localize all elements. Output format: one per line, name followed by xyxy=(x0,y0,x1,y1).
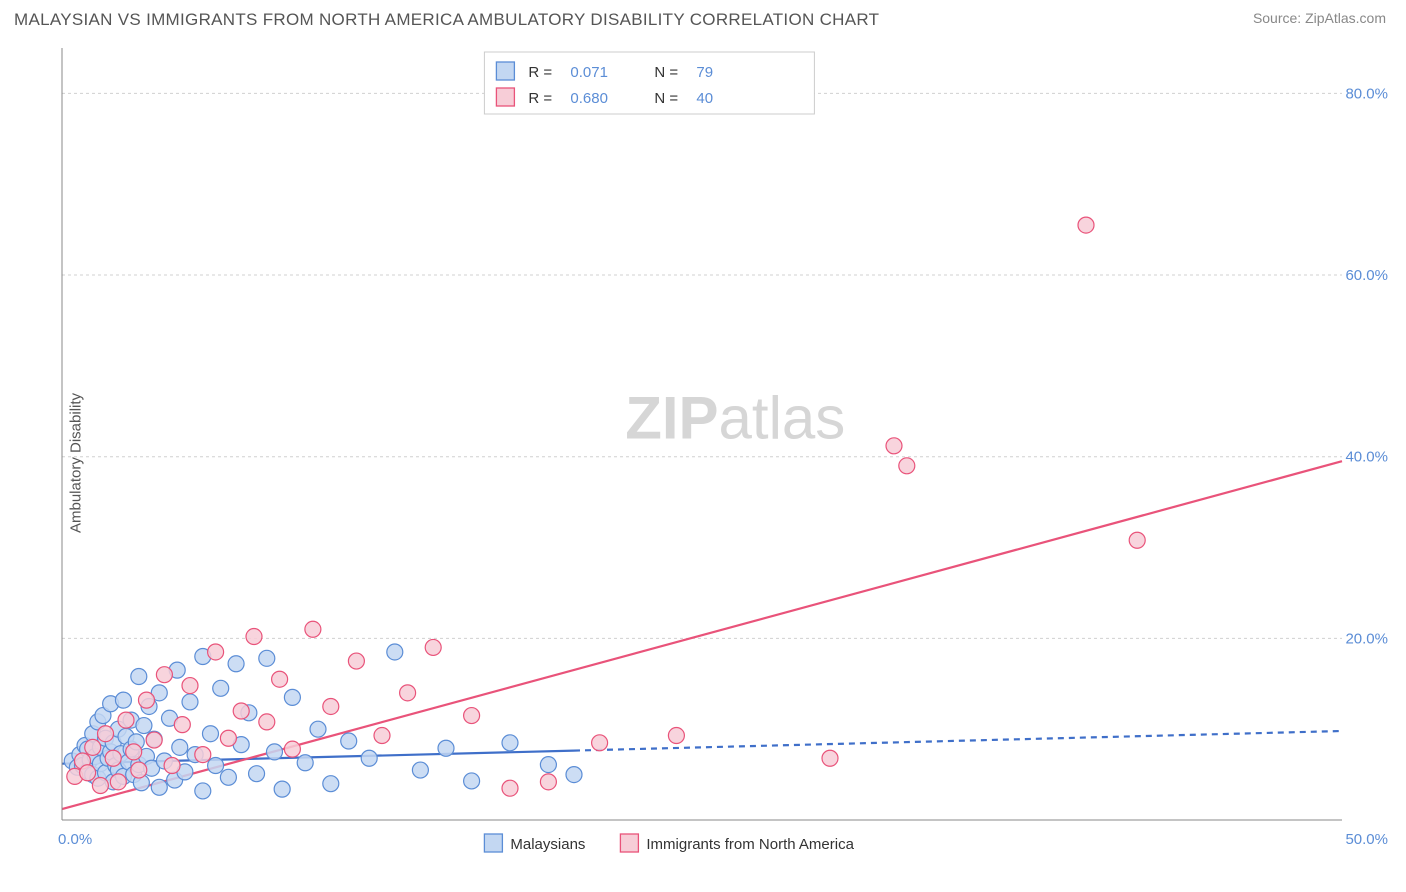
source-prefix: Source: xyxy=(1253,10,1305,26)
svg-text:0.071: 0.071 xyxy=(570,64,608,81)
svg-text:40: 40 xyxy=(696,90,713,107)
svg-text:R =: R = xyxy=(528,64,552,81)
svg-text:80.0%: 80.0% xyxy=(1345,85,1388,102)
source-link[interactable]: ZipAtlas.com xyxy=(1305,10,1386,26)
svg-text:40.0%: 40.0% xyxy=(1345,449,1388,466)
svg-text:50.0%: 50.0% xyxy=(1345,831,1388,848)
chart-title: MALAYSIAN VS IMMIGRANTS FROM NORTH AMERI… xyxy=(14,10,879,30)
svg-text:R =: R = xyxy=(528,90,552,107)
source-attribution: Source: ZipAtlas.com xyxy=(1253,10,1386,26)
svg-text:ZIPatlas: ZIPatlas xyxy=(625,385,845,452)
svg-text:N =: N = xyxy=(654,64,678,81)
y-axis-label: Ambulatory Disability xyxy=(68,393,85,533)
svg-text:Immigrants from North America: Immigrants from North America xyxy=(646,836,854,853)
svg-text:79: 79 xyxy=(696,64,713,81)
svg-text:60.0%: 60.0% xyxy=(1345,267,1388,284)
svg-text:0.0%: 0.0% xyxy=(58,831,92,848)
svg-text:Malaysians: Malaysians xyxy=(510,836,585,853)
svg-text:20.0%: 20.0% xyxy=(1345,630,1388,647)
svg-text:0.680: 0.680 xyxy=(570,90,608,107)
scatter-chart: ZIPatlas 20.0% 40.0% 60.0% 80.0% 0.0% 50.0% R =… xyxy=(14,48,1392,878)
svg-text:N =: N = xyxy=(654,90,678,107)
